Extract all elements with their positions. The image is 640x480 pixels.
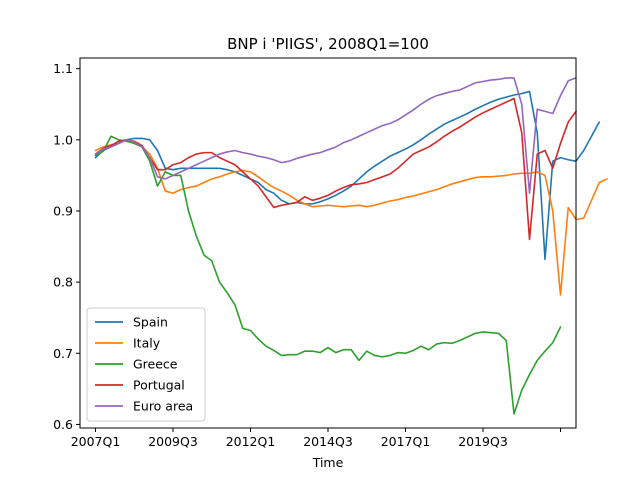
y-tick-label: 1.0 [53, 132, 73, 147]
legend-box [86, 307, 206, 422]
chart-title: BNP i 'PIIGS', 2008Q1=100 [227, 35, 429, 53]
y-tick-label: 0.9 [53, 203, 73, 218]
x-axis-label: Time [312, 455, 344, 470]
legend-label: Euro area [133, 399, 193, 414]
legend-label: Portugal [133, 378, 185, 393]
legend: Spain Italy Greece Portugal Euro area [86, 307, 206, 422]
series-line-2 [94, 139, 608, 296]
x-axis: 2007Q1 2009Q3 2012Q1 2014Q3 2017Q1 2019Q3 [71, 428, 561, 449]
series-line-1 [94, 90, 601, 261]
legend-label: Greece [133, 357, 178, 372]
y-axis: 0.6 0.7 0.8 0.9 1.0 1.1 [53, 61, 80, 432]
legend-label: Spain [133, 315, 168, 330]
series-line-5 [94, 77, 577, 194]
x-tick-label: 2017Q1 [381, 434, 431, 449]
series-line-4 [94, 97, 577, 241]
y-tick-label: 0.8 [53, 275, 73, 290]
legend-label: Italy [133, 336, 161, 351]
y-tick-label: 0.6 [53, 417, 73, 432]
x-tick-label: 2019Q3 [458, 434, 508, 449]
x-tick-label: 2009Q3 [148, 434, 198, 449]
x-tick-label: 2014Q3 [303, 434, 353, 449]
y-tick-label: 0.7 [53, 346, 73, 361]
x-tick-label: 2007Q1 [71, 434, 121, 449]
series-layer [94, 77, 608, 415]
x-tick-label: 2012Q1 [226, 434, 276, 449]
y-tick-label: 1.1 [53, 61, 73, 76]
